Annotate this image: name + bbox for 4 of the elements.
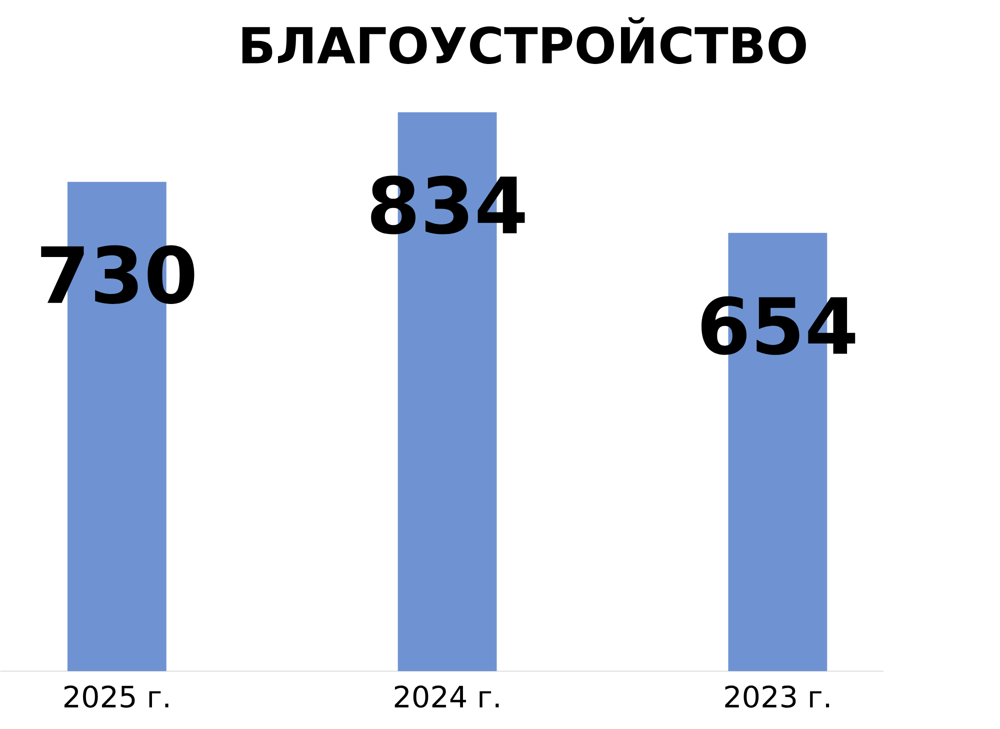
chart-title: БЛАГОУСТРОЙСТВО <box>242 17 806 64</box>
x-tick-label: 2024 г. <box>394 685 499 708</box>
x-tick-label: 2025 г. <box>64 685 168 708</box>
x-tick-label: 2023 г. <box>725 685 830 708</box>
